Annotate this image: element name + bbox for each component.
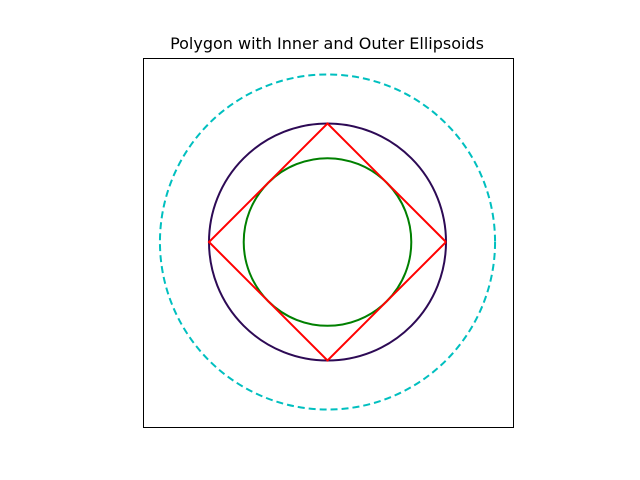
plot-area (158, 73, 497, 411)
chart-title: Polygon with Inner and Outer Ellipsoids (170, 34, 484, 53)
outer-ellipse-dashed (158, 73, 497, 411)
inner-ellipse (242, 157, 413, 327)
axes-frame (143, 58, 514, 428)
polygon-line (207, 122, 447, 362)
